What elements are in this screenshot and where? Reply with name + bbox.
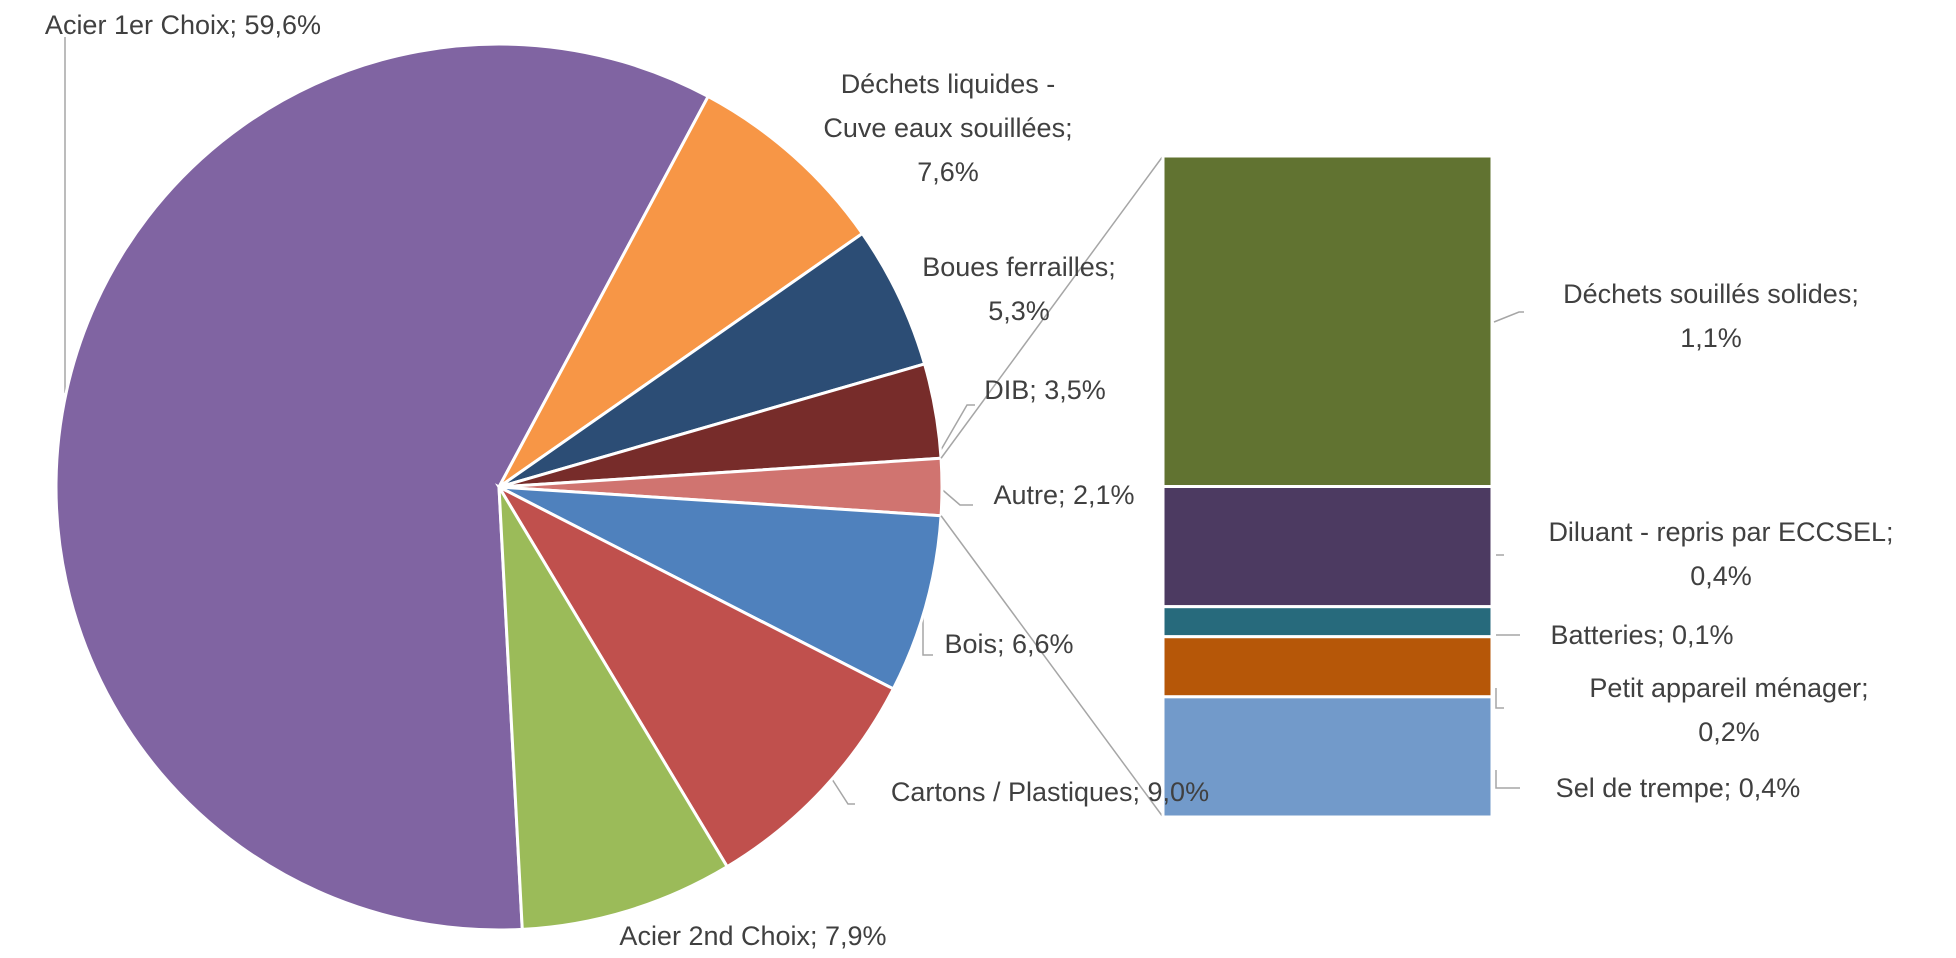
data-label: Cartons / Plastiques; 9,0% (890, 777, 1210, 807)
data-label: Boues ferrailles; 5,3% (922, 252, 1116, 326)
bar-segment (1161, 154, 1494, 488)
data-label: Petit appareil ménager; 0,2% (1589, 673, 1869, 747)
pie-slice (497, 486, 730, 931)
connector-line (940, 515, 1164, 818)
leader-line (829, 775, 855, 805)
data-label: DIB; 3,5% (984, 375, 1106, 405)
bar-segment (1161, 485, 1494, 609)
pie-slice (498, 485, 943, 691)
leader-line (922, 609, 933, 656)
data-label: Diluant - repris par ECCSEL; 0,4% (1548, 517, 1894, 591)
bar-segment (1161, 605, 1494, 639)
data-label: Acier 2nd Choix; 7,9% (619, 921, 887, 951)
data-label: Déchets liquides - Cuve eaux souillées; … (823, 69, 1073, 187)
data-label: Bois; 6,6% (944, 629, 1074, 659)
data-label: Autre; 2,1% (993, 480, 1135, 510)
leader-lines (64, 37, 1524, 805)
pie-slice (497, 94, 865, 489)
leader-line (1493, 311, 1524, 323)
bar-segment (1161, 635, 1494, 699)
leader-line (1495, 770, 1520, 789)
data-label: Sel de trempe; 0,4% (1555, 773, 1801, 803)
pie-slice (495, 483, 896, 869)
data-label: Batteries; 0,1% (1550, 620, 1734, 650)
bar-segment (1161, 695, 1494, 819)
data-label: Déchets souillés solides; 1,1% (1563, 279, 1859, 353)
leader-line (937, 404, 975, 456)
connector-line (940, 155, 1164, 459)
leader-line (937, 485, 973, 506)
pie-slice (54, 42, 711, 932)
leader-line (1495, 688, 1504, 709)
pie-slice (498, 231, 927, 489)
data-label: Acier 1er Choix; 59,6% (44, 10, 322, 40)
